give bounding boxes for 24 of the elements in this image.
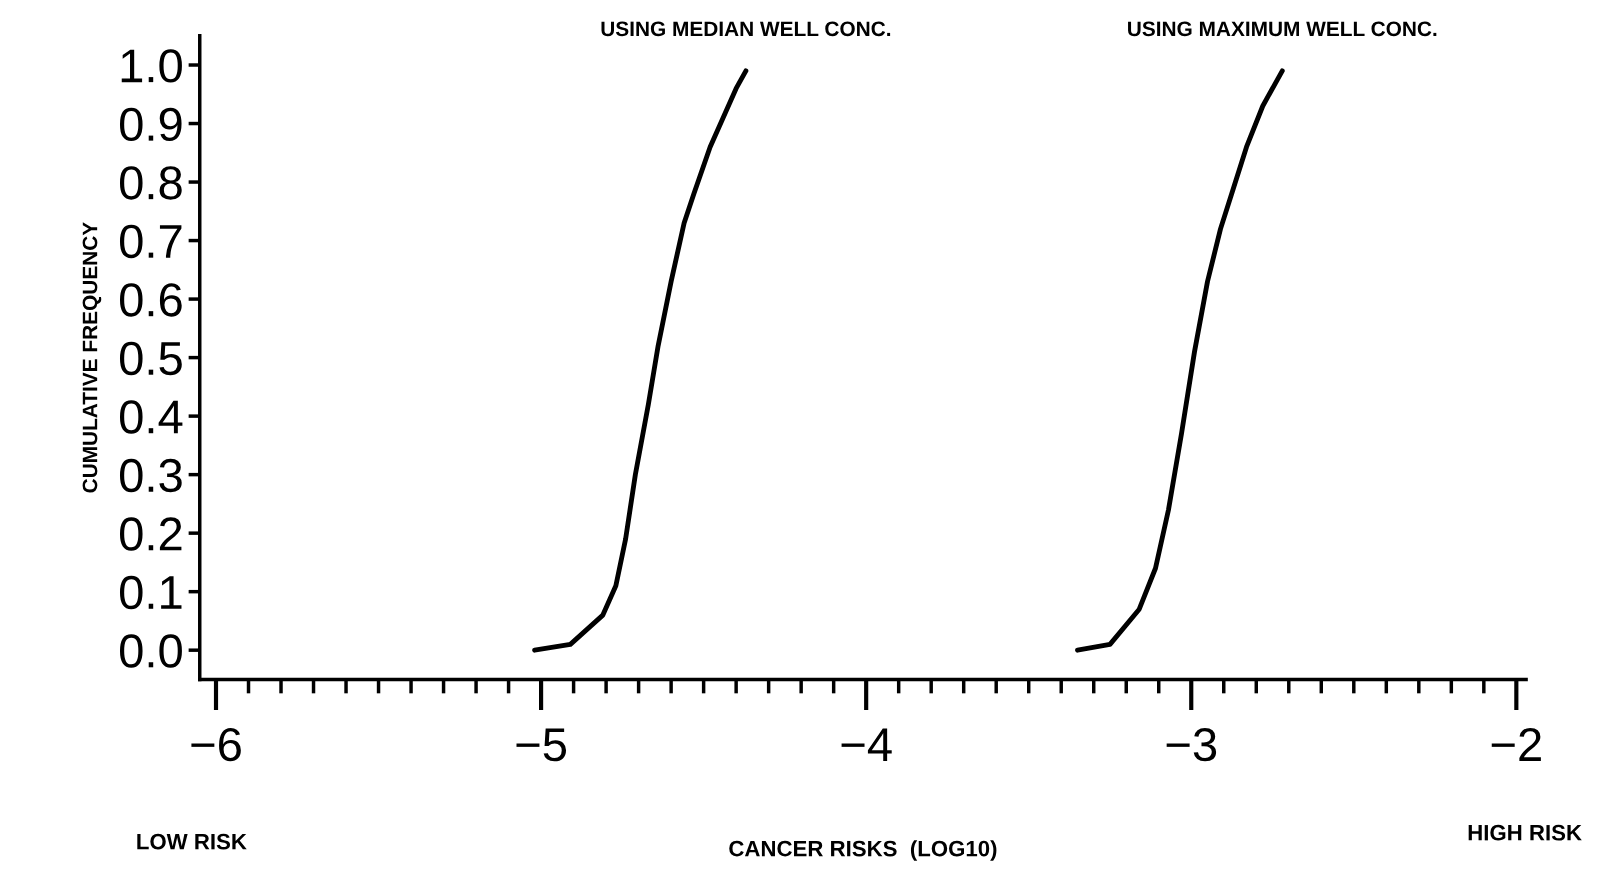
x-tick-label: −2	[1491, 727, 1541, 761]
line-series	[1075, 68, 1285, 653]
y-tick-label: 0.7	[119, 224, 182, 259]
y-tick-label: 0.9	[119, 107, 182, 142]
text: USING MAXIMUM WELL CONC.	[1128, 21, 1437, 37]
x-tick-label: −3	[1166, 727, 1217, 762]
x-tick-label: −5	[516, 728, 567, 762]
y-tick-label: 0.0	[119, 634, 182, 668]
y-tick-label: 0.3	[119, 458, 182, 493]
y-tick-label: 0.1	[119, 575, 182, 610]
x-tick-label: −6	[191, 727, 241, 762]
text: LOW RISK	[137, 833, 247, 850]
y-tick-label: 0.4	[119, 400, 183, 434]
y-tick-label: 0.5	[119, 341, 182, 376]
text: HIGH RISK	[1468, 824, 1582, 841]
text: USING MEDIAN WELL CONC.	[601, 21, 891, 37]
y-axis-title: CUMULATIVE FREQUENCY	[82, 222, 102, 493]
line-series	[532, 68, 749, 653]
x-axis-title: CANCER RISKS (LOG10)	[729, 840, 997, 861]
y-tick-label: 1.0	[121, 49, 182, 83]
x-tick-label: −4	[841, 728, 892, 761]
y-tick-label: 0.8	[119, 166, 182, 200]
y-tick-label: 0.2	[119, 517, 182, 551]
y-tick-label: 0.6	[119, 283, 182, 317]
